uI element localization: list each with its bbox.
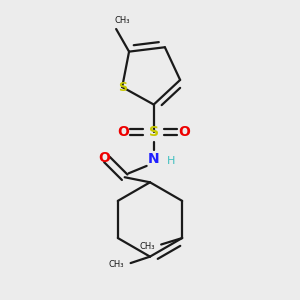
Text: CH₃: CH₃: [139, 242, 155, 250]
Text: S: S: [118, 80, 127, 94]
Text: H: H: [167, 156, 176, 167]
Text: O: O: [178, 125, 190, 139]
Text: O: O: [98, 151, 110, 164]
Text: N: N: [148, 152, 160, 167]
Text: CH₃: CH₃: [109, 260, 124, 269]
Text: CH₃: CH₃: [115, 16, 130, 25]
Text: O: O: [117, 125, 129, 139]
Text: S: S: [149, 125, 159, 139]
